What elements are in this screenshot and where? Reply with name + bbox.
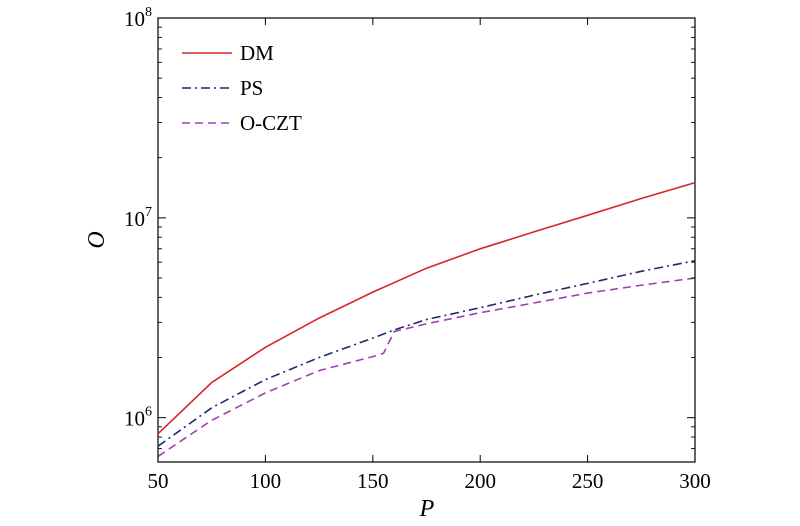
x-axis-label: P bbox=[419, 496, 435, 522]
series-line-o-czt bbox=[157, 277, 696, 458]
legend-label: PS bbox=[240, 76, 263, 100]
x-tick-label: 250 bbox=[572, 469, 604, 493]
series-line-ps bbox=[157, 259, 696, 447]
y-axis-label: O bbox=[84, 231, 110, 248]
legend-label: O-CZT bbox=[240, 111, 302, 135]
legend-label: DM bbox=[240, 41, 274, 65]
series-layer bbox=[157, 181, 696, 458]
y-tick-label: 107 bbox=[124, 205, 152, 231]
x-tick-label: 100 bbox=[250, 469, 282, 493]
series-line-dm bbox=[157, 181, 696, 435]
x-tick-label: 150 bbox=[357, 469, 389, 493]
plot-frame bbox=[157, 17, 696, 463]
ticks-layer: 50 100 150 200 250 300 106 107 108 bbox=[124, 5, 711, 493]
legend: DM PS O-CZT bbox=[182, 41, 302, 135]
y-tick-label: 106 bbox=[124, 405, 152, 431]
x-tick-label: 300 bbox=[679, 469, 711, 493]
x-tick-label: 50 bbox=[148, 469, 169, 493]
x-tick-label: 200 bbox=[464, 469, 496, 493]
plot-border bbox=[157, 17, 696, 463]
y-tick-label: 108 bbox=[124, 5, 152, 31]
